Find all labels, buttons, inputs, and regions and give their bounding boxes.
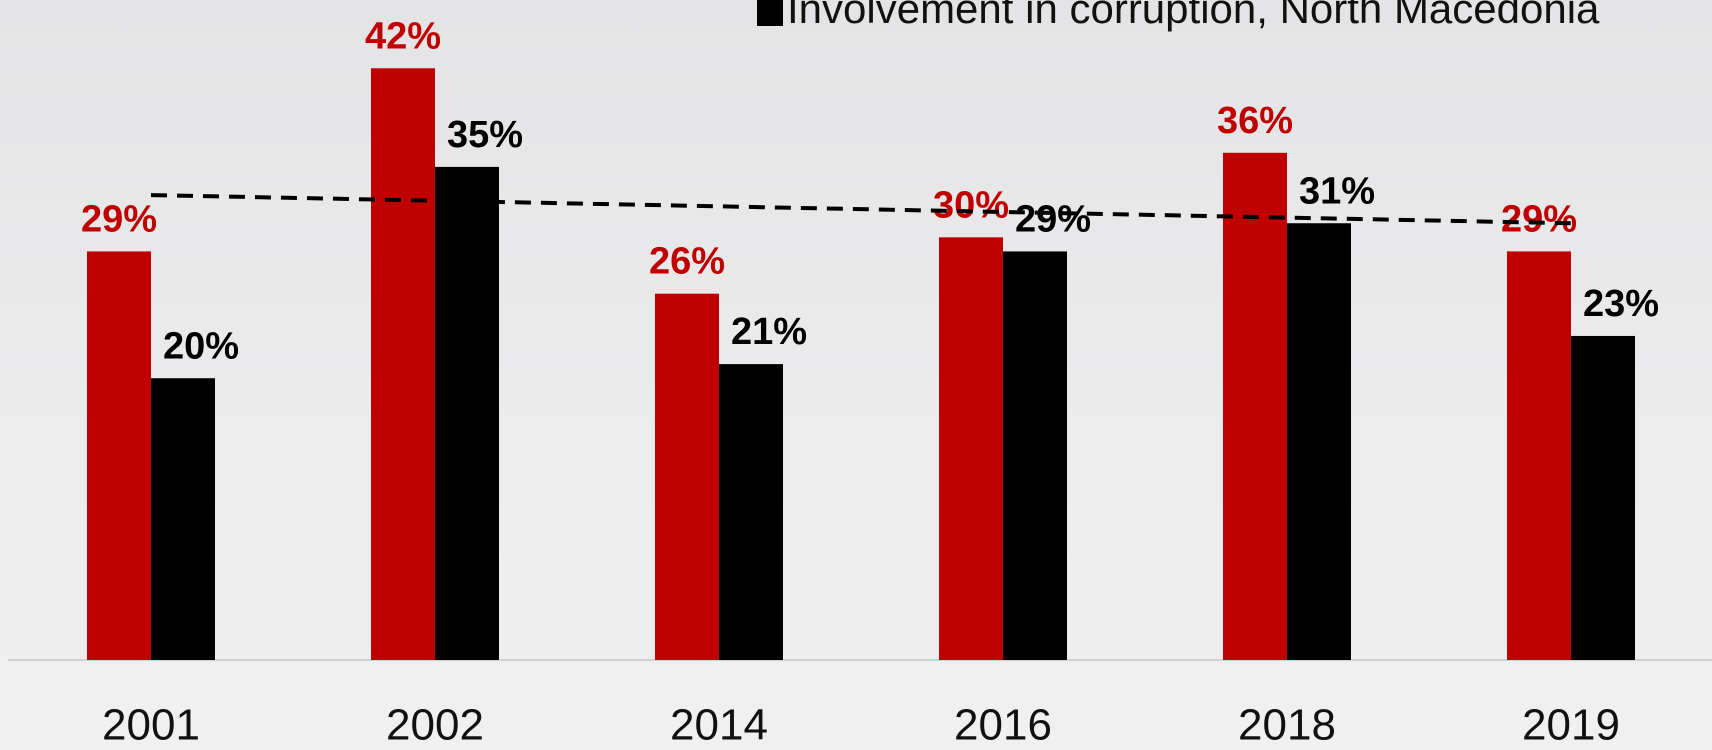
data-label: 29% [81,198,157,240]
data-label: 36% [1217,100,1293,142]
data-label: 42% [365,15,441,57]
data-label: 29% [1501,198,1577,240]
bar [1287,223,1351,660]
x-tick-label: 2014 [670,701,768,750]
data-label: 35% [447,114,523,156]
data-label: 29% [1015,198,1091,240]
x-tick-label: 2016 [954,701,1052,750]
data-label: 30% [933,184,1009,226]
legend-label: Involvement in corruption, North Macedon… [787,0,1600,32]
data-label: 21% [731,311,807,353]
data-label: 23% [1583,283,1659,325]
data-label: 20% [163,325,239,367]
bar [939,237,1003,661]
x-tick-label: 2018 [1238,701,1336,750]
bar [87,251,151,660]
bar [151,378,215,660]
bar [1003,251,1067,660]
legend-swatch [757,0,783,26]
bar [655,293,719,660]
data-label: 26% [649,241,725,283]
bar [435,166,499,660]
bar [719,364,783,660]
trendline [150,193,1572,226]
x-tick-label: 2002 [386,701,484,750]
bar [1571,335,1635,660]
bar [1507,251,1571,660]
bar [371,68,435,661]
x-tick-label: 2001 [102,701,200,750]
x-tick-label: 2019 [1522,701,1620,750]
data-label: 31% [1299,170,1375,212]
bar [1223,152,1287,661]
